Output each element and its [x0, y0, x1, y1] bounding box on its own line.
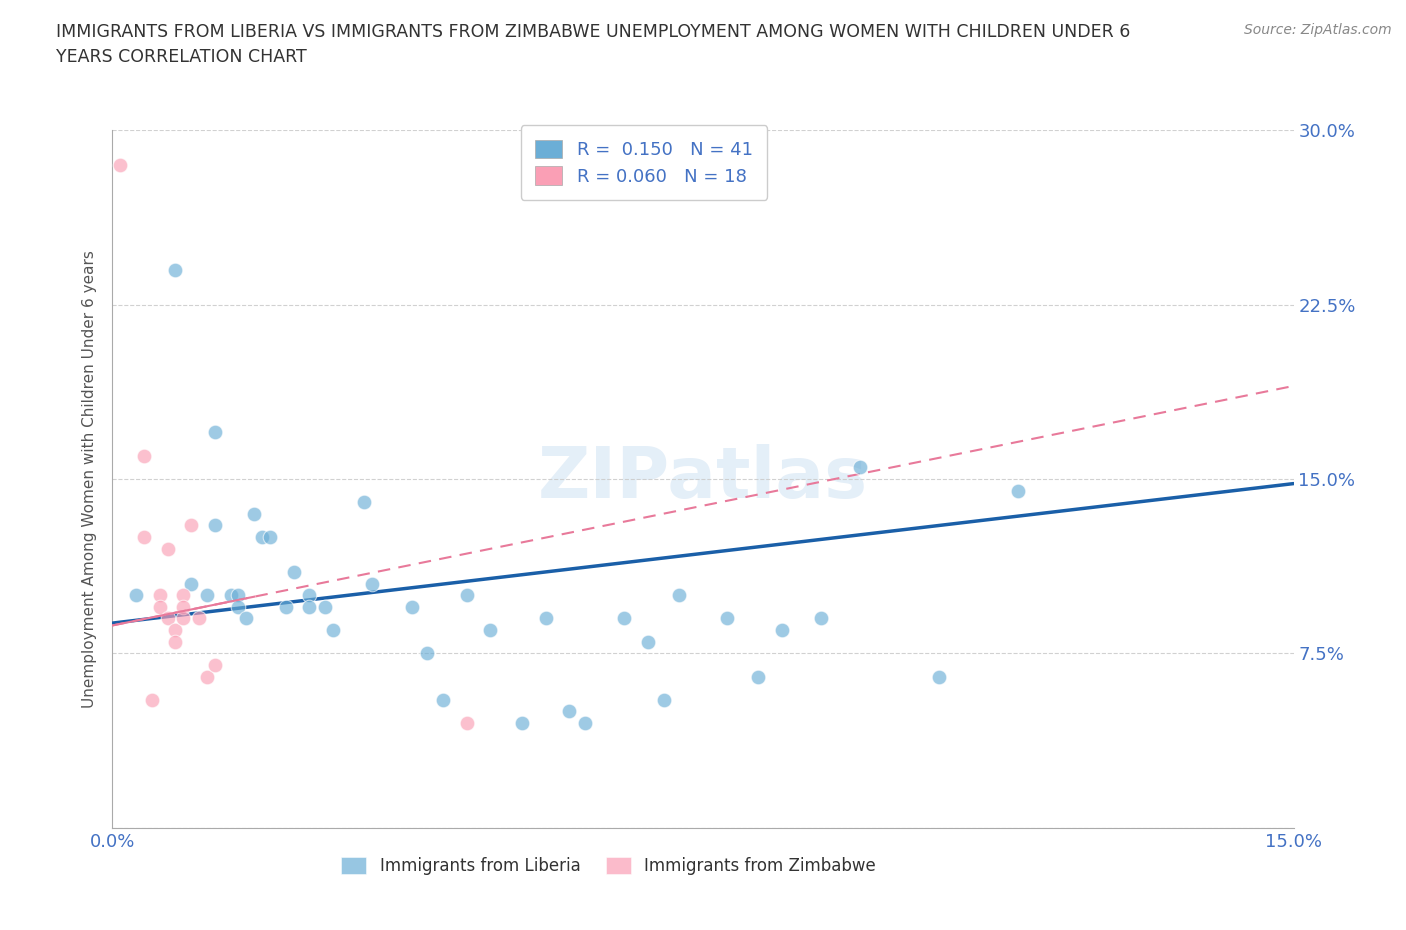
Point: [132, 448, 155, 463]
Point: [770, 623, 793, 638]
Text: IMMIGRANTS FROM LIBERIA VS IMMIGRANTS FROM ZIMBABWE UNEMPLOYMENT AMONG WOMEN WIT: IMMIGRANTS FROM LIBERIA VS IMMIGRANTS FR…: [56, 23, 1130, 66]
Point: [156, 611, 179, 626]
Point: [613, 611, 636, 626]
Point: [149, 600, 172, 615]
Y-axis label: Unemployment Among Women with Children Under 6 years: Unemployment Among Women with Children U…: [82, 250, 97, 708]
Point: [172, 611, 194, 626]
Point: [637, 634, 659, 649]
Point: [534, 611, 557, 626]
Point: [172, 588, 194, 603]
Point: [558, 704, 581, 719]
Point: [235, 611, 257, 626]
Point: [668, 588, 690, 603]
Point: [219, 588, 242, 603]
Point: [314, 600, 336, 615]
Point: [416, 646, 439, 661]
Point: [180, 518, 202, 533]
Point: [259, 530, 281, 545]
Point: [432, 692, 454, 708]
Point: [165, 634, 187, 649]
Point: [172, 600, 194, 615]
Point: [165, 623, 187, 638]
Point: [747, 670, 769, 684]
Point: [283, 565, 305, 579]
Point: [849, 460, 872, 474]
Point: [456, 716, 478, 731]
Point: [250, 530, 273, 545]
Point: [156, 541, 179, 556]
Point: [298, 588, 321, 603]
Point: [1007, 484, 1029, 498]
Point: [125, 588, 148, 603]
Legend: Immigrants from Liberia, Immigrants from Zimbabwe: Immigrants from Liberia, Immigrants from…: [335, 851, 883, 883]
Point: [361, 577, 384, 591]
Point: [810, 611, 832, 626]
Text: Source: ZipAtlas.com: Source: ZipAtlas.com: [1244, 23, 1392, 37]
Point: [195, 670, 218, 684]
Point: [401, 600, 423, 615]
Point: [110, 158, 132, 173]
Point: [456, 588, 478, 603]
Point: [165, 262, 187, 277]
Point: [574, 716, 596, 731]
Point: [322, 623, 344, 638]
Point: [180, 577, 202, 591]
Point: [204, 425, 226, 440]
Point: [274, 600, 297, 615]
Point: [132, 530, 155, 545]
Point: [716, 611, 738, 626]
Point: [195, 588, 218, 603]
Text: ZIPatlas: ZIPatlas: [538, 445, 868, 513]
Point: [243, 506, 266, 521]
Point: [204, 518, 226, 533]
Point: [204, 658, 226, 672]
Point: [188, 611, 211, 626]
Point: [353, 495, 375, 510]
Point: [228, 588, 250, 603]
Point: [141, 692, 163, 708]
Point: [652, 692, 675, 708]
Point: [228, 600, 250, 615]
Point: [149, 588, 172, 603]
Point: [298, 600, 321, 615]
Point: [510, 716, 533, 731]
Point: [479, 623, 502, 638]
Point: [928, 670, 950, 684]
